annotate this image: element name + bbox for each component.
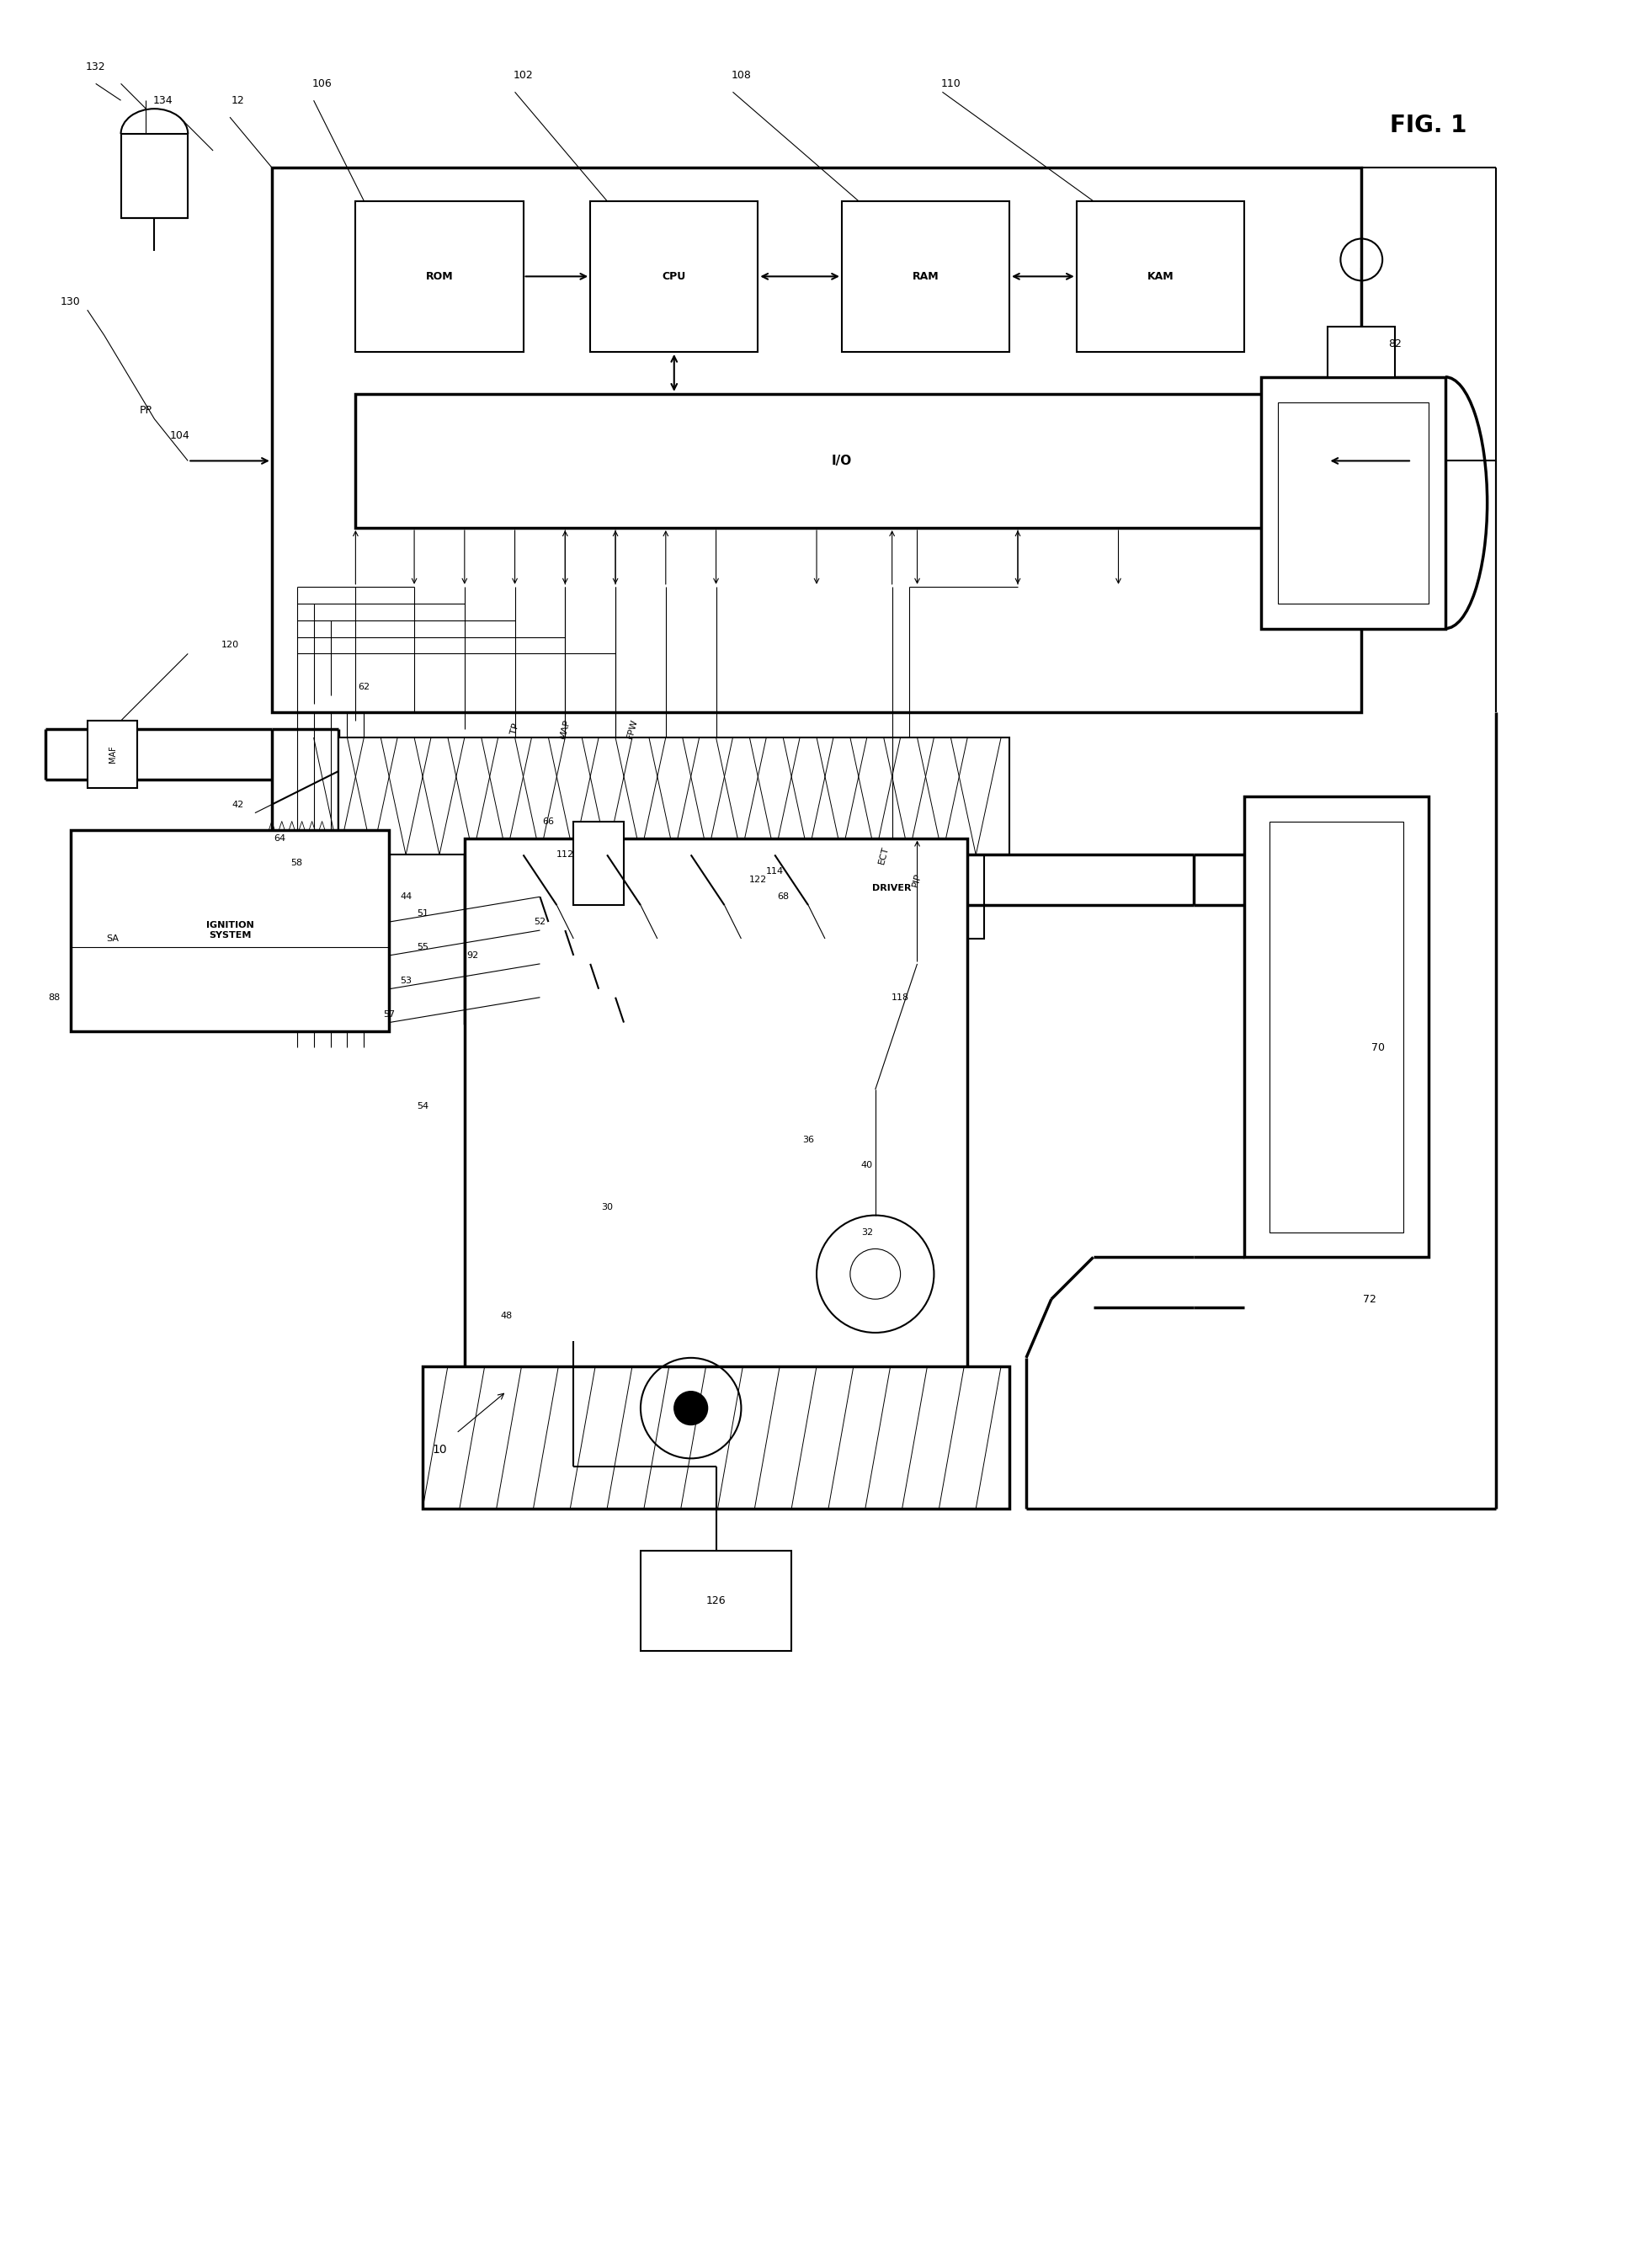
- Bar: [272, 168, 1361, 712]
- Bar: [507, 1023, 884, 1340]
- Text: 114: 114: [766, 866, 784, 875]
- Text: TP: TP: [510, 723, 520, 735]
- Bar: [1076, 202, 1244, 352]
- Text: 112: 112: [556, 850, 574, 860]
- Text: 36: 36: [802, 1136, 813, 1143]
- Bar: [71, 830, 389, 1032]
- Text: SA: SA: [106, 934, 119, 943]
- Bar: [465, 839, 967, 1383]
- Circle shape: [675, 1390, 708, 1424]
- Text: 58: 58: [290, 860, 304, 866]
- Text: 44: 44: [399, 894, 412, 900]
- Bar: [120, 134, 188, 218]
- Text: KAM: KAM: [1147, 270, 1173, 281]
- Bar: [87, 721, 137, 787]
- Bar: [523, 1157, 866, 1241]
- Bar: [465, 855, 926, 1023]
- Text: 120: 120: [221, 642, 239, 649]
- Bar: [1244, 796, 1429, 1256]
- Bar: [338, 737, 1010, 855]
- Bar: [574, 821, 624, 905]
- Text: MAP: MAP: [558, 719, 573, 739]
- Text: 12: 12: [231, 95, 244, 107]
- Text: 106: 106: [312, 77, 332, 88]
- Bar: [640, 1551, 792, 1651]
- Bar: [591, 202, 757, 352]
- Text: 53: 53: [399, 978, 412, 984]
- Text: PIP: PIP: [911, 873, 922, 887]
- Text: 132: 132: [86, 61, 106, 73]
- Text: 62: 62: [358, 683, 370, 692]
- Text: 52: 52: [535, 919, 546, 925]
- Text: DRIVER: DRIVER: [873, 885, 912, 894]
- Text: 122: 122: [749, 875, 767, 885]
- Bar: [1328, 327, 1394, 376]
- Text: 82: 82: [1388, 338, 1402, 349]
- Bar: [1261, 376, 1445, 628]
- Text: ECT: ECT: [878, 846, 889, 864]
- Text: RAM: RAM: [912, 270, 939, 281]
- Text: 72: 72: [1363, 1293, 1376, 1304]
- Text: 48: 48: [500, 1311, 513, 1320]
- Text: ROM: ROM: [426, 270, 454, 281]
- Bar: [1277, 401, 1429, 603]
- Text: IGNITION
SYSTEM: IGNITION SYSTEM: [206, 921, 254, 939]
- Bar: [422, 1365, 1010, 1508]
- Text: 57: 57: [383, 1009, 394, 1018]
- Text: 102: 102: [513, 70, 533, 82]
- Text: 134: 134: [153, 95, 173, 107]
- Bar: [842, 202, 1010, 352]
- Text: 88: 88: [48, 993, 59, 1002]
- Text: 68: 68: [777, 894, 789, 900]
- Text: 30: 30: [601, 1202, 612, 1211]
- Text: FPW: FPW: [625, 719, 639, 739]
- Text: 42: 42: [233, 801, 244, 810]
- Bar: [1269, 821, 1404, 1232]
- Text: 108: 108: [731, 70, 751, 82]
- Text: PP: PP: [140, 406, 152, 415]
- Bar: [800, 839, 985, 939]
- Text: 104: 104: [170, 431, 190, 442]
- Text: CPU: CPU: [662, 270, 686, 281]
- Text: 54: 54: [417, 1102, 429, 1111]
- Text: 110: 110: [940, 77, 960, 88]
- Text: 130: 130: [61, 297, 81, 306]
- Text: 10: 10: [432, 1445, 447, 1456]
- Bar: [356, 395, 1328, 528]
- Text: 66: 66: [543, 816, 554, 826]
- Text: FIG. 1: FIG. 1: [1389, 113, 1467, 138]
- Text: 126: 126: [706, 1594, 726, 1606]
- Text: 51: 51: [417, 909, 429, 919]
- Text: 70: 70: [1371, 1043, 1384, 1052]
- Text: 64: 64: [274, 835, 285, 841]
- Text: MAF: MAF: [109, 746, 117, 762]
- Text: 118: 118: [891, 993, 909, 1002]
- Text: 40: 40: [861, 1161, 873, 1170]
- Bar: [356, 202, 523, 352]
- Text: I/O: I/O: [832, 454, 851, 467]
- Text: 55: 55: [417, 943, 429, 950]
- Text: 32: 32: [861, 1227, 873, 1236]
- Text: 92: 92: [467, 950, 478, 959]
